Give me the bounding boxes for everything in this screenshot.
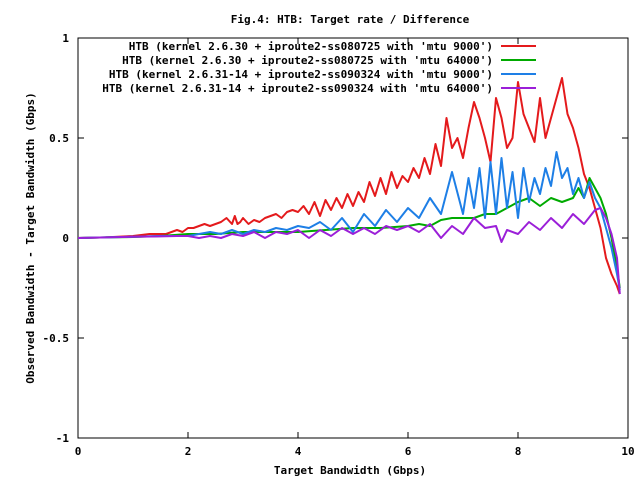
series-line-4 xyxy=(77,207,621,295)
axis-ticks: 0 2 4 6 8 10 -1 -0.5 0 0.5 1 xyxy=(43,32,635,458)
y-tick-label: -0.5 xyxy=(43,332,70,345)
x-tick-label: 8 xyxy=(515,445,522,458)
legend: HTB (kernel 2.6.30 + iproute2-ss080725 w… xyxy=(102,40,536,95)
series-group xyxy=(77,77,621,295)
plot-border xyxy=(77,37,629,439)
legend-label-3: HTB (kernel 2.6.31-14 + iproute2-ss09032… xyxy=(109,68,493,81)
y-tick-label: 1 xyxy=(62,32,69,45)
x-tick-label: 4 xyxy=(295,445,302,458)
x-axis-label: Target Bandwidth (Gbps) xyxy=(274,464,426,477)
x-tick-label: 0 xyxy=(75,445,82,458)
series-line-3 xyxy=(77,151,621,291)
legend-label-4: HTB (kernel 2.6.31-14 + iproute2-ss09032… xyxy=(102,82,493,95)
y-axis-label: Observed Bandwidth - Target Bandwidth (G… xyxy=(24,92,37,383)
legend-label-1: HTB (kernel 2.6.30 + iproute2-ss080725 w… xyxy=(129,40,493,53)
y-tick-label: 0 xyxy=(62,232,69,245)
x-tick-label: 10 xyxy=(621,445,634,458)
y-tick-label: 0.5 xyxy=(49,132,69,145)
plot-area xyxy=(77,37,629,439)
series-line-1 xyxy=(77,77,621,295)
y-tick-label: -1 xyxy=(56,432,70,445)
x-tick-label: 2 xyxy=(185,445,192,458)
x-tick-label: 6 xyxy=(405,445,412,458)
chart-title: Fig.4: HTB: Target rate / Difference xyxy=(231,13,470,26)
legend-label-2: HTB (kernel 2.6.30 + iproute2-ss080725 w… xyxy=(122,54,493,67)
